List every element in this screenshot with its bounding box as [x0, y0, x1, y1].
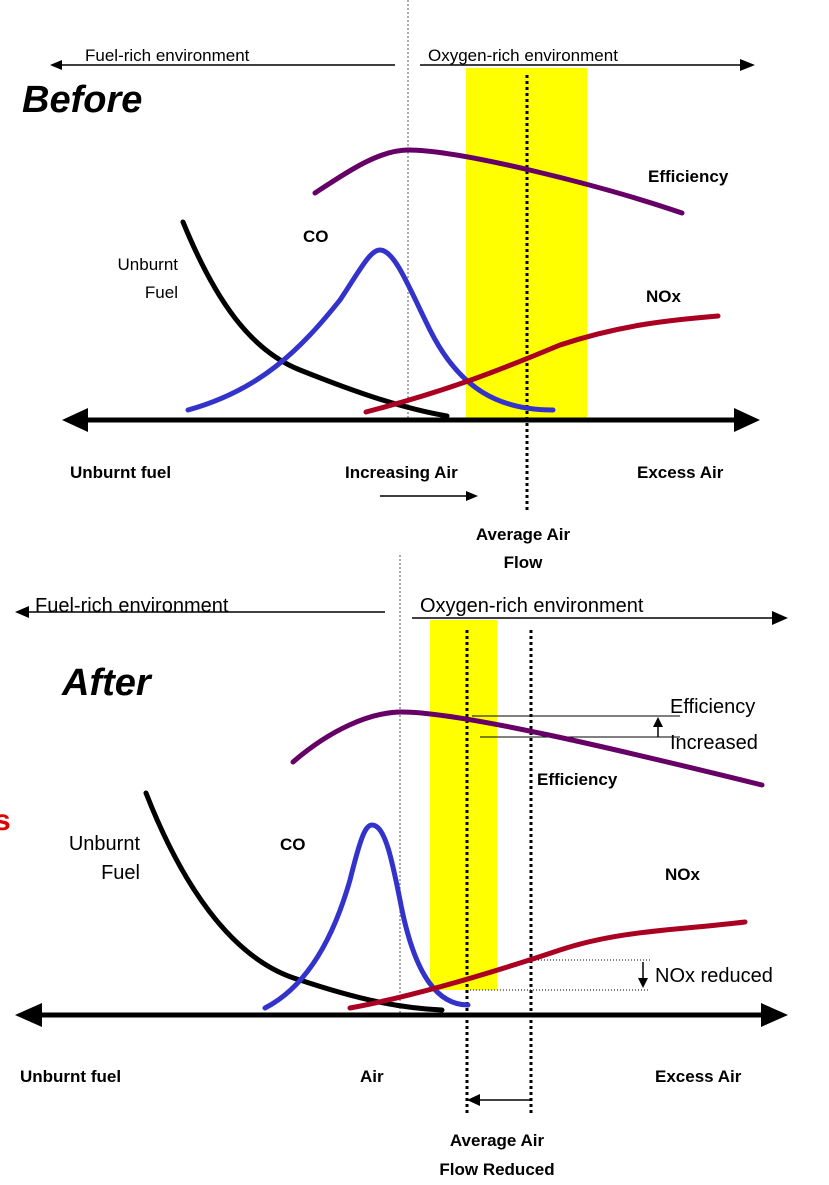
nox-curve — [347, 919, 748, 1011]
env-label: Oxygen-rich environment — [428, 46, 618, 65]
arrowhead — [734, 408, 760, 432]
curve-label: Efficiency — [537, 770, 618, 789]
env-label: Fuel-rich environment — [35, 595, 229, 617]
curve-label: CO — [280, 835, 306, 854]
arrowhead — [653, 717, 663, 727]
efficiency-curve — [312, 147, 685, 216]
curve-label: Unburnt — [118, 255, 179, 274]
after-panel: Fuel-rich environment Oxygen-rich enviro… — [0, 555, 788, 1179]
axis-label: Increasing Air — [345, 463, 458, 482]
before-panel: Fuel-rich environment Oxygen-rich enviro… — [22, 0, 760, 572]
panel-title: After — [61, 662, 153, 704]
arrowhead — [50, 60, 62, 70]
curve-label: Unburnt — [69, 833, 141, 855]
change-label: NOx reduced — [655, 965, 773, 987]
curve-label: Fuel — [101, 862, 140, 884]
change-label: Increased — [670, 732, 758, 754]
arrowhead — [15, 1003, 42, 1027]
curve-label: NOx — [665, 865, 701, 884]
average-label: Average Air — [450, 1131, 545, 1150]
nox-curve — [363, 313, 721, 415]
axis-label: Unburnt fuel — [20, 1067, 121, 1086]
average-label: Flow — [504, 553, 543, 572]
co-curve — [262, 822, 471, 1011]
arrowhead — [638, 978, 648, 988]
arrowhead — [740, 59, 755, 71]
curve-label: Fuel — [145, 283, 178, 302]
panel-title: Before — [22, 79, 142, 121]
unburnt-curve — [143, 790, 445, 1013]
unburnt-curve — [180, 219, 450, 419]
env-label: Oxygen-rich environment — [420, 595, 644, 617]
curve-label: CO — [303, 227, 329, 246]
average-label: Average Air — [476, 525, 571, 544]
axis-label: Unburnt fuel — [70, 463, 171, 482]
curve-label: Efficiency — [648, 167, 729, 186]
arrowhead — [466, 491, 478, 501]
arrowhead — [467, 1094, 480, 1106]
axis-label: Excess Air — [637, 463, 724, 482]
edge-fragment: s — [0, 804, 11, 837]
axis-label: Air — [360, 1067, 384, 1086]
arrowhead — [772, 611, 788, 625]
arrowhead — [62, 408, 88, 432]
arrowhead — [15, 606, 29, 618]
curve-label: NOx — [646, 287, 682, 306]
axis-label: Excess Air — [655, 1067, 742, 1086]
efficiency-curve — [290, 709, 765, 788]
arrowhead — [761, 1003, 788, 1027]
change-label: Efficiency — [670, 696, 755, 718]
env-label: Fuel-rich environment — [85, 46, 250, 65]
yellow-band — [430, 620, 497, 990]
average-label: Flow Reduced — [439, 1160, 554, 1179]
